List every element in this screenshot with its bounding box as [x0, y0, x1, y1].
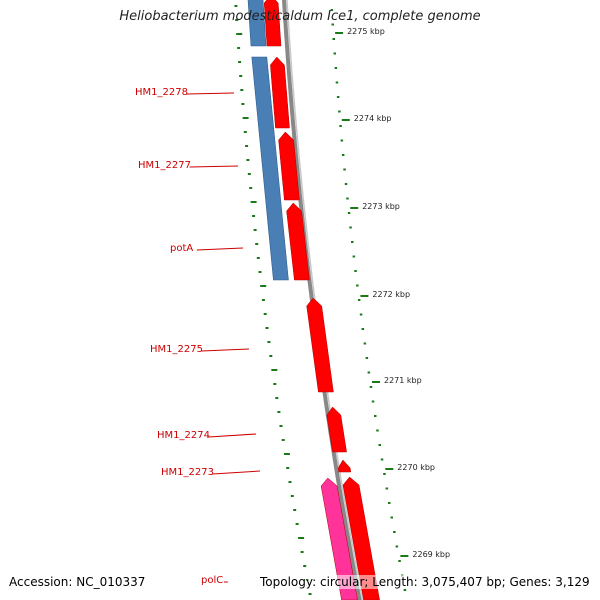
gene-arrow	[320, 477, 358, 600]
gene-arrow	[278, 131, 300, 201]
gene-label: potA	[170, 243, 194, 254]
gene-arrows	[263, 0, 380, 600]
scale-tick-label: 2274 kbp	[353, 114, 392, 123]
label-leader	[212, 470, 261, 475]
accession-text: Accession: NC_010337	[9, 575, 146, 589]
gene-label: HM1_2278	[135, 87, 188, 98]
gene-arrow	[270, 56, 290, 129]
gene-label: polC	[201, 575, 224, 586]
gene-label: HM1_2273	[161, 467, 214, 478]
label-leader	[186, 92, 235, 95]
scale-tick-label: 2272 kbp	[372, 290, 411, 299]
reverse-strand-segment	[247, 0, 267, 47]
label-leader	[201, 348, 250, 352]
gene-label: HM1_2274	[157, 430, 210, 441]
scale-tick-label: 2269 kbp	[412, 550, 451, 559]
scale-tick-label: 2270 kbp	[397, 463, 435, 472]
gene-arrow	[326, 406, 347, 453]
scale-tick-label: 2275 kbp	[347, 27, 385, 36]
gene-arrow	[286, 202, 310, 281]
label-leader	[189, 165, 239, 168]
map-title: Heliobacterium modesticaldum Ice1, compl…	[119, 9, 481, 24]
topology-text: Topology: circular; Length: 3,075,407 bp…	[260, 575, 590, 589]
label-leader	[196, 247, 244, 251]
label-leader-lines	[186, 92, 261, 583]
gene-arrow	[306, 297, 334, 393]
scale-tick-label: 2271 kbp	[384, 376, 422, 385]
scale-tick-label: 2273 kbp	[362, 202, 400, 211]
gene-label: HM1_2275	[150, 344, 203, 355]
gene-arrow	[263, 0, 282, 47]
gene-arrow	[342, 476, 380, 600]
reverse-strand-segment	[251, 56, 289, 281]
label-leader	[208, 433, 257, 438]
gene-label: HM1_2277	[138, 160, 191, 171]
gene-arrow	[337, 459, 352, 473]
reverse-strand-track	[247, 0, 289, 281]
